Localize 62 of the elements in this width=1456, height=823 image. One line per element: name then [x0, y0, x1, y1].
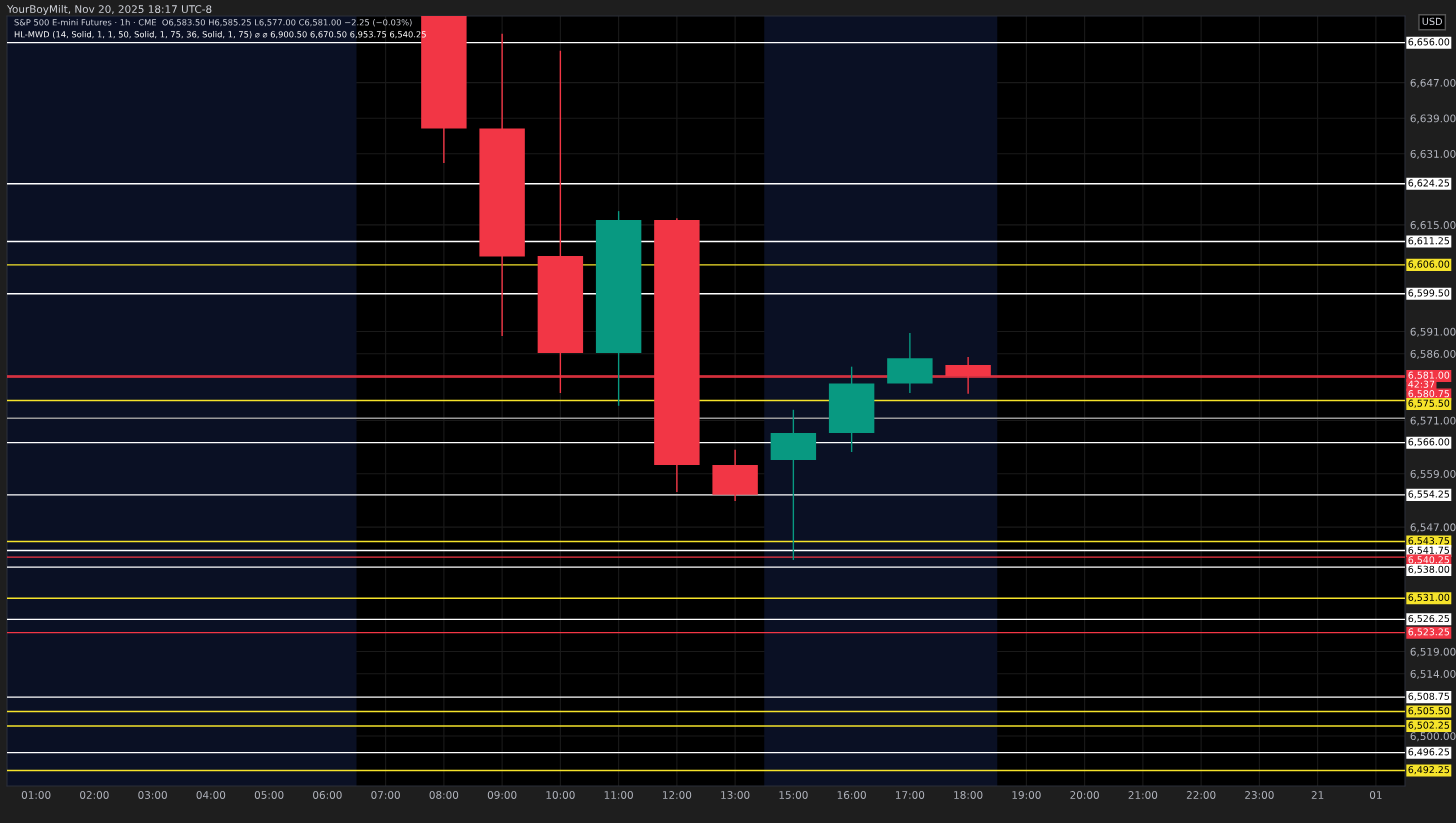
x-tick-label: 21	[1311, 791, 1324, 799]
ref-line-label: 6,624.25	[1408, 179, 1450, 188]
y-tick-label: 6,547.00	[1410, 523, 1456, 533]
x-tick-label: 07:00	[371, 791, 400, 799]
y-tick-label: 6,647.00	[1410, 78, 1456, 88]
y-tick-label: 6,500.00	[1410, 732, 1456, 742]
ref-line-label: 6,502.25	[1408, 721, 1450, 730]
ref-line-label: 6,531.00	[1408, 593, 1450, 602]
x-tick-label: 01	[1369, 791, 1382, 799]
ref-line-label: 6,606.00	[1408, 260, 1450, 269]
x-tick-label: 22:00	[1186, 791, 1216, 799]
x-tick-label: 03:00	[138, 791, 167, 799]
ref-line-label: 6,611.25	[1408, 237, 1450, 246]
ref-line-label: 6,566.00	[1408, 438, 1450, 447]
text: YourBoyMilt, Nov 20, 2025 18:17 UTC-8	[6, 4, 212, 16]
ref-line-label: 6,538.00	[1408, 565, 1450, 574]
y-tick-label: 6,571.00	[1410, 416, 1456, 426]
x-tick-label: 13:00	[721, 791, 750, 799]
x-tick-label: 12:00	[663, 791, 692, 799]
x-tick-label: 05:00	[254, 791, 284, 799]
y-tick-label: 6,631.00	[1410, 150, 1456, 159]
x-tick-label: 09:00	[487, 791, 517, 799]
ref-line-label: 6,526.25	[1408, 614, 1450, 624]
x-tick-label: 04:00	[196, 791, 226, 799]
x-tick-label: 11:00	[604, 791, 633, 799]
x-tick-label: 08:00	[429, 791, 459, 799]
y-tick-label: 6,519.00	[1410, 647, 1456, 657]
text: 42:37	[1408, 380, 1435, 388]
x-tick-label: 01:00	[21, 791, 51, 799]
x-tick-label: 10:00	[546, 791, 575, 799]
x-tick-label: 16:00	[837, 791, 866, 799]
x-tick-label: 17:00	[896, 791, 925, 799]
y-tick-label: 6,591.00	[1410, 327, 1456, 337]
y-tick-label: 6,615.00	[1410, 221, 1456, 231]
y-tick-label: 6,514.00	[1410, 670, 1456, 679]
y-tick-label: 6,639.00	[1410, 114, 1456, 124]
ref-line-label: 6,554.25	[1408, 490, 1450, 499]
ref-line-label: 6,508.75	[1408, 692, 1450, 701]
ref-line-label: 6,599.50	[1408, 289, 1450, 298]
x-tick-label: 23:00	[1245, 791, 1274, 799]
x-tick-label: 06:00	[313, 791, 342, 799]
ref-line-label: 6,543.75	[1408, 537, 1450, 546]
x-tick-label: 20:00	[1070, 791, 1099, 799]
x-tick-label: 21:00	[1128, 791, 1158, 799]
x-tick-label: 02:00	[80, 791, 109, 799]
ref-line-label: 6,523.25	[1408, 628, 1450, 637]
ref-line-label: 6,496.25	[1408, 748, 1450, 757]
x-tick-label: 15:00	[779, 791, 808, 799]
x-tick-label: 19:00	[1012, 791, 1041, 799]
ref-line-label: 6,575.50	[1408, 399, 1450, 408]
ref-line-label: 6,505.50	[1408, 707, 1450, 716]
legend-label: 6,580.75	[1408, 390, 1450, 399]
chart-title: S&P 500 E-mini Futures · 1h · CME O6,583.50 H6,585.25 L6,577.00 C6,581.00 −2.25 (−0.03%)	[14, 19, 412, 27]
ref-line-label: 6,581.00	[1408, 371, 1450, 380]
ref-line-label: 6,656.00	[1408, 38, 1450, 47]
ref-line-label: 6,541.75	[1408, 546, 1450, 555]
y-tick-label: 6,559.00	[1410, 470, 1456, 479]
ref-line-label: 6,492.25	[1408, 766, 1450, 775]
y-tick-label: 6,586.00	[1410, 350, 1456, 359]
x-tick-label: 18:00	[954, 791, 983, 799]
text: USD	[1422, 17, 1442, 26]
ref-line-label: 6,540.25	[1408, 556, 1450, 565]
